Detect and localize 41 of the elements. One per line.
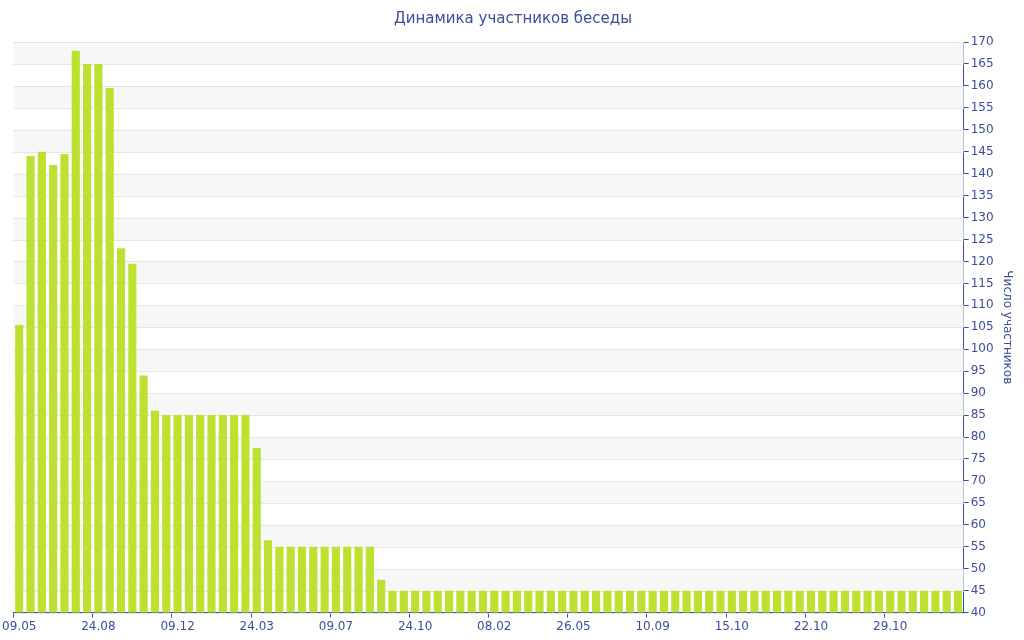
y-tick-label: 135 <box>970 187 994 202</box>
y-tick-label: 80 <box>970 429 986 444</box>
y-tick-label: 155 <box>970 99 994 114</box>
x-tick-label: 22.10 <box>793 618 829 633</box>
y-tick-label: 150 <box>970 121 994 136</box>
y-tick-label: 70 <box>970 473 986 488</box>
x-tick-label: 09.05 <box>2 618 37 633</box>
y-tick-label: 75 <box>970 451 986 466</box>
y-tick-label: 45 <box>970 582 986 597</box>
x-tick-label: 08.02 <box>477 618 512 633</box>
y-tick-label: 95 <box>970 363 986 378</box>
y-tick-label: 90 <box>970 385 986 400</box>
y-tick-label: 140 <box>970 165 994 180</box>
y-tick-label: 100 <box>970 341 994 356</box>
y-tick-label: 130 <box>970 209 994 224</box>
y-tick-label: 105 <box>970 319 994 334</box>
chart-title: Динамика участников беседы <box>393 8 633 27</box>
y-tick-label: 85 <box>970 407 986 422</box>
y-tick-label: 50 <box>970 560 986 575</box>
x-tick-label: 10.09 <box>635 618 670 633</box>
y-tick-label: 160 <box>970 78 994 93</box>
x-tick-label: 26.05 <box>556 618 591 633</box>
y-tick-label: 165 <box>970 56 994 71</box>
x-tick-label: 09.07 <box>318 618 354 633</box>
x-tick-label: 24.03 <box>239 618 274 633</box>
y-tick-label: 170 <box>970 34 994 49</box>
y-tick-label: 120 <box>970 253 994 268</box>
x-tick-label: 29.10 <box>872 618 908 633</box>
y-axis-title: Число участников <box>1000 270 1015 385</box>
y-tick-label: 110 <box>970 297 994 312</box>
y-tick-label: 65 <box>970 494 986 509</box>
y-tick-label: 125 <box>970 231 994 246</box>
y-tick-label: 40 <box>970 604 986 619</box>
y-tick-label: 145 <box>970 143 994 158</box>
y-tick-label: 115 <box>970 275 994 290</box>
x-tick-label: 24.10 <box>397 618 433 633</box>
x-tick-label: 15.10 <box>714 618 749 633</box>
x-tick-label: 24.08 <box>81 618 116 633</box>
y-tick-label: 60 <box>970 516 986 531</box>
x-tick-label: 09.12 <box>160 618 195 633</box>
y-tick-label: 55 <box>970 538 986 553</box>
